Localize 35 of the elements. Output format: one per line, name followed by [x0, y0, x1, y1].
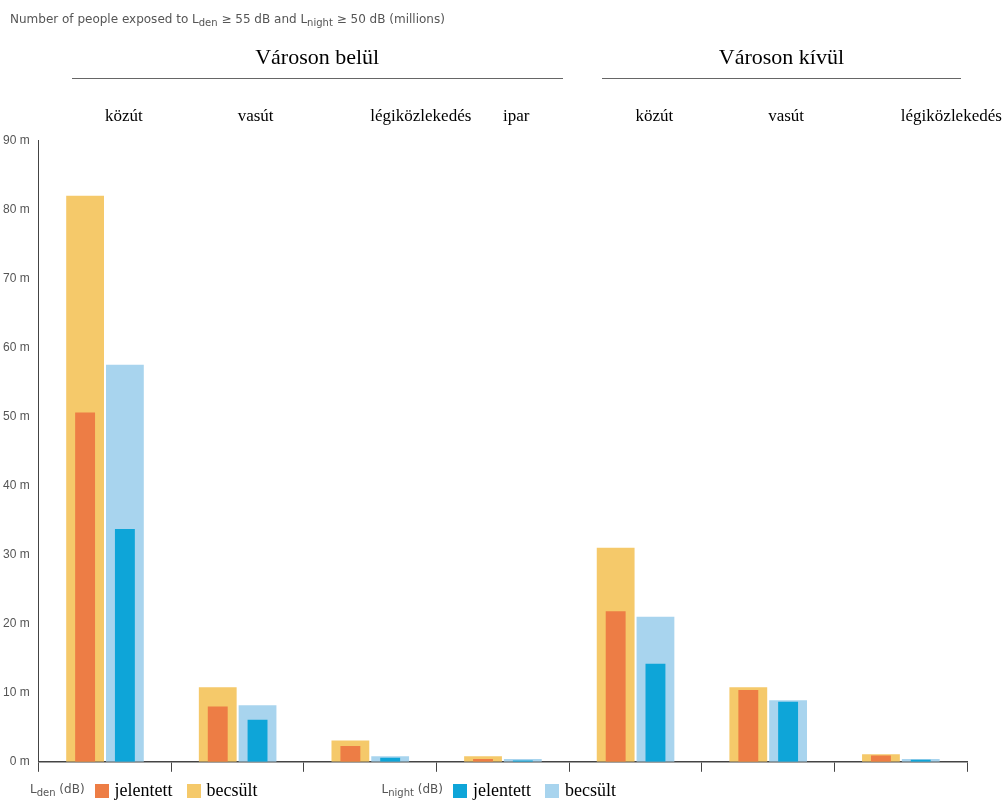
group-header: Városon kívül	[602, 44, 961, 79]
legend-label: becsült	[564, 780, 616, 801]
y-tick-label: 90 m	[2, 132, 30, 147]
group-header: Városon belül	[71, 44, 563, 79]
y-tick-label: 80 m	[2, 201, 30, 216]
y-tick-label: 30 m	[2, 546, 30, 561]
legend-label: jelentett	[473, 780, 531, 801]
legend-label: becsült	[206, 780, 258, 801]
y-tick-label: 10 m	[2, 685, 30, 700]
y-tick-label: 70 m	[2, 270, 30, 285]
x-tick-label: közút	[635, 105, 674, 125]
bar	[645, 663, 666, 762]
bar	[738, 689, 759, 762]
y-tick-label: 60 m	[2, 339, 30, 354]
legend-label: jelentett	[114, 780, 173, 801]
x-tick-label: vasút	[768, 105, 805, 125]
bar	[247, 719, 268, 762]
x-tick-label: légiközlekedés	[370, 105, 472, 125]
bar	[207, 706, 228, 762]
x-tick-label: ipar	[502, 105, 530, 125]
bar	[340, 745, 361, 762]
bar	[114, 529, 135, 762]
y-tick-label: 40 m	[2, 477, 30, 492]
text: L$_{night}$ (dB)	[381, 782, 443, 799]
x-tick-label: közút	[105, 105, 144, 125]
bar	[778, 701, 799, 762]
bar	[605, 611, 626, 762]
text: L$_{den}$ (dB)	[30, 782, 85, 799]
x-tick-label: vasút	[237, 105, 274, 125]
chart-title: Number of people exposed to L$_{den}$ ≥ 55 dB and L$_{night}$ ≥ 50 dB (millions)	[10, 12, 445, 29]
x-tick-label: légiközlekedés	[900, 105, 1002, 125]
y-tick-label: 0 m	[9, 754, 30, 769]
y-tick-label: 20 m	[2, 616, 30, 631]
bar	[75, 412, 96, 762]
y-tick-label: 50 m	[2, 408, 30, 423]
